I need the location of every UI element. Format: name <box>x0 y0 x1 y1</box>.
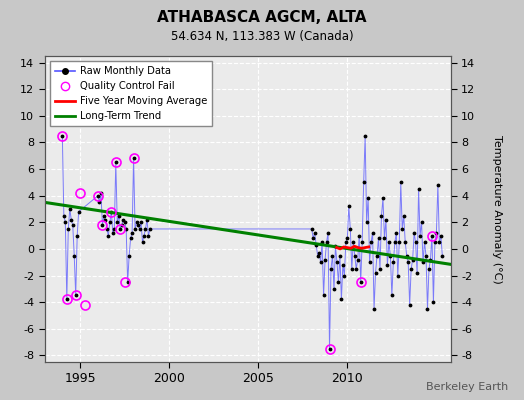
Legend: Raw Monthly Data, Quality Control Fail, Five Year Moving Average, Long-Term Tren: Raw Monthly Data, Quality Control Fail, … <box>50 61 212 126</box>
Text: ATHABASCA AGCM, ALTA: ATHABASCA AGCM, ALTA <box>157 10 367 25</box>
Text: Berkeley Earth: Berkeley Earth <box>426 382 508 392</box>
Text: 54.634 N, 113.383 W (Canada): 54.634 N, 113.383 W (Canada) <box>171 30 353 43</box>
Y-axis label: Temperature Anomaly (°C): Temperature Anomaly (°C) <box>492 135 502 283</box>
